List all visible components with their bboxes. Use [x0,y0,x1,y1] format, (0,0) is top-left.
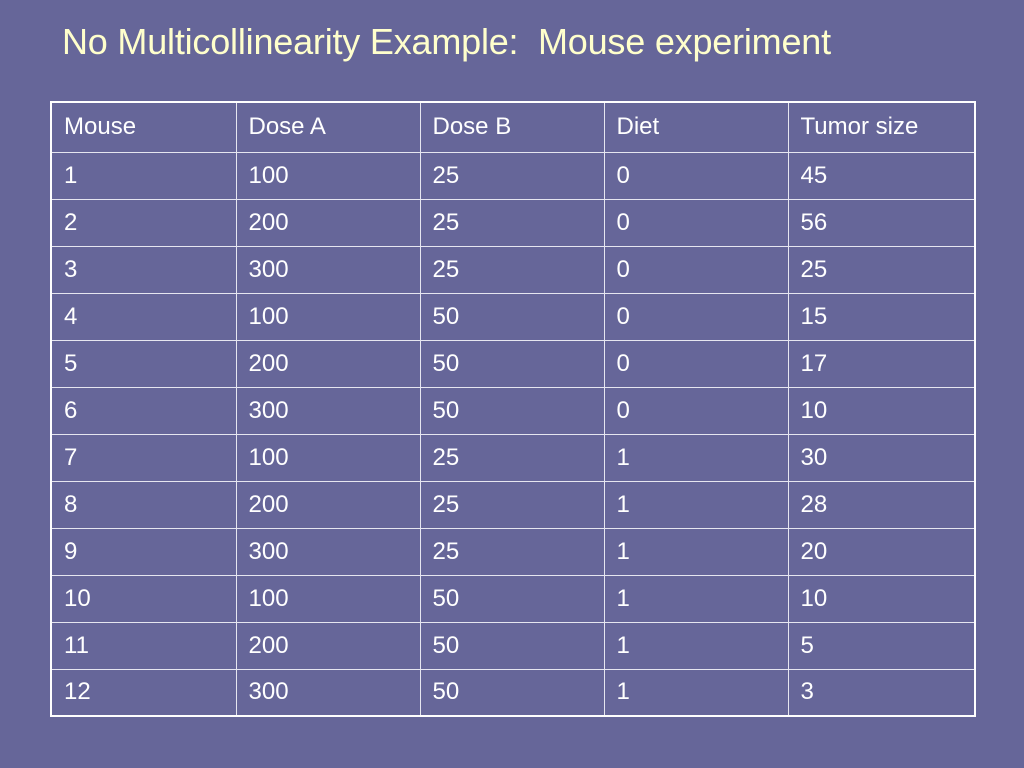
cell-dose-b: 25 [419,151,605,200]
cell-mouse: 1 [50,151,237,200]
cell-tumor-size: 30 [787,433,976,482]
cell-dose-a: 300 [235,386,421,435]
cell-tumor-size: 10 [787,386,976,435]
cell-mouse: 5 [50,339,237,388]
header-cell-mouse: Mouse [50,101,237,153]
header-cell-diet: Diet [603,101,789,153]
cell-diet: 1 [603,527,789,576]
table-row: 6 300 50 0 10 [50,386,976,435]
cell-tumor-size: 17 [787,339,976,388]
cell-mouse: 8 [50,480,237,529]
table-row: 5 200 50 0 17 [50,339,976,388]
cell-diet: 0 [603,386,789,435]
cell-dose-a: 100 [235,151,421,200]
cell-dose-a: 200 [235,480,421,529]
table-row: 3 300 25 0 25 [50,245,976,294]
cell-diet: 1 [603,433,789,482]
cell-dose-b: 50 [419,339,605,388]
mouse-data-table: Mouse Dose A Dose B Diet Tumor size 1 100… [50,101,976,717]
cell-tumor-size: 20 [787,527,976,576]
cell-mouse: 2 [50,198,237,247]
header-cell-dose-b: Dose B [419,101,605,153]
cell-dose-b: 25 [419,198,605,247]
cell-dose-b: 25 [419,433,605,482]
table-row: 7 100 25 1 30 [50,433,976,482]
table-row: 4 100 50 0 15 [50,292,976,341]
cell-diet: 0 [603,151,789,200]
cell-diet: 1 [603,480,789,529]
table-row: 8 200 25 1 28 [50,480,976,529]
cell-mouse: 4 [50,292,237,341]
cell-dose-b: 50 [419,574,605,623]
cell-tumor-size: 25 [787,245,976,294]
cell-mouse: 12 [50,668,237,717]
table-row: 9 300 25 1 20 [50,527,976,576]
cell-tumor-size: 3 [787,668,976,717]
cell-diet: 0 [603,198,789,247]
cell-diet: 0 [603,339,789,388]
cell-dose-b: 25 [419,480,605,529]
cell-dose-a: 100 [235,574,421,623]
slide-title: No Multicollinearity Example: Mouse expe… [62,21,831,62]
cell-dose-b: 50 [419,292,605,341]
cell-dose-b: 50 [419,621,605,670]
cell-dose-b: 25 [419,245,605,294]
cell-dose-b: 25 [419,527,605,576]
cell-dose-a: 300 [235,668,421,717]
table-row: 10 100 50 1 10 [50,574,976,623]
table-row: 12 300 50 1 3 [50,668,976,717]
cell-mouse: 11 [50,621,237,670]
cell-dose-a: 200 [235,339,421,388]
cell-tumor-size: 45 [787,151,976,200]
cell-tumor-size: 5 [787,621,976,670]
table-row: 1 100 25 0 45 [50,151,976,200]
cell-dose-a: 300 [235,245,421,294]
cell-diet: 0 [603,292,789,341]
cell-mouse: 9 [50,527,237,576]
cell-diet: 1 [603,574,789,623]
header-cell-dose-a: Dose A [235,101,421,153]
cell-dose-a: 100 [235,433,421,482]
cell-dose-a: 200 [235,198,421,247]
cell-tumor-size: 10 [787,574,976,623]
cell-dose-b: 50 [419,386,605,435]
cell-dose-a: 300 [235,527,421,576]
cell-mouse: 6 [50,386,237,435]
header-cell-tumor-size: Tumor size [787,101,976,153]
cell-dose-a: 100 [235,292,421,341]
cell-diet: 0 [603,245,789,294]
table-row: 2 200 25 0 56 [50,198,976,247]
table-body: Mouse Dose A Dose B Diet Tumor size 1 100… [50,101,976,717]
cell-dose-a: 200 [235,621,421,670]
cell-diet: 1 [603,668,789,717]
cell-dose-b: 50 [419,668,605,717]
table-row: 11 200 50 1 5 [50,621,976,670]
cell-diet: 1 [603,621,789,670]
table-header-row: Mouse Dose A Dose B Diet Tumor size [50,101,976,153]
cell-tumor-size: 56 [787,198,976,247]
cell-mouse: 7 [50,433,237,482]
cell-tumor-size: 15 [787,292,976,341]
cell-mouse: 10 [50,574,237,623]
cell-mouse: 3 [50,245,237,294]
cell-tumor-size: 28 [787,480,976,529]
